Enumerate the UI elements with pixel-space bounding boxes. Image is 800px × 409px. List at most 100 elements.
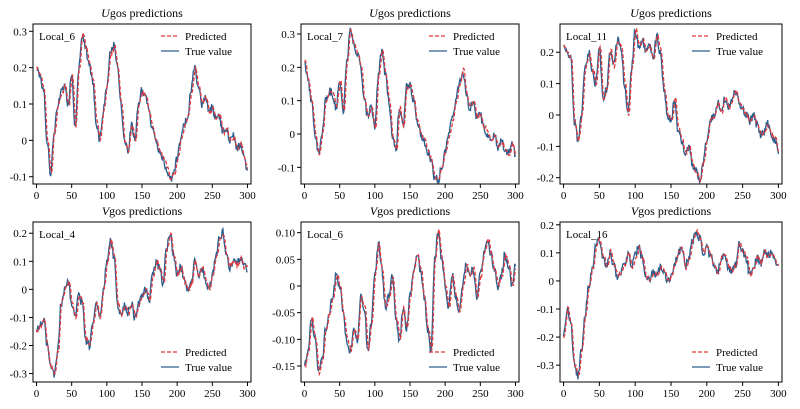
x-tick-label: 150 (402, 388, 419, 400)
x-tick-label: 50 (334, 190, 346, 202)
legend-label-true-value: True value (716, 46, 763, 58)
x-tick-label: 100 (99, 190, 116, 202)
legend-label-true-value: True value (453, 46, 500, 58)
x-tick-label: 100 (627, 388, 644, 400)
x-tick-label: 0 (561, 388, 567, 400)
y-tick-label: -0.05 (272, 308, 295, 320)
x-tick-label: 100 (99, 388, 116, 400)
x-tick-label: 250 (734, 190, 751, 202)
chart-title: Vgos predictions (370, 204, 451, 218)
chart-title: Ugos predictions (369, 6, 451, 20)
y-tick-label: -0.10 (272, 334, 295, 346)
legend-label-predicted: Predicted (453, 31, 495, 43)
legend-label-predicted: Predicted (185, 347, 227, 359)
y-tick-label: 0.1 (13, 99, 27, 111)
y-tick-label: 0.3 (13, 26, 27, 38)
y-tick-label: -0.1 (10, 172, 27, 184)
y-tick-label: -0.1 (537, 141, 554, 153)
x-tick-label: 300 (507, 190, 524, 202)
x-tick-label: 250 (734, 388, 751, 400)
x-tick-label: 0 (561, 190, 567, 202)
x-tick-label: 250 (204, 388, 221, 400)
y-tick-label: -0.2 (10, 341, 27, 353)
y-tick-label: 0 (290, 129, 296, 141)
y-tick-label: -0.3 (10, 369, 28, 381)
chart-title-rest: gos predictions (377, 204, 450, 218)
chart-panel-5: 0 50 100 150 200 250 300 -0.15 -0.10 -0.05 0 0.05 0.… (272, 204, 524, 400)
legend-label-predicted: Predicted (185, 31, 227, 43)
station-label: Local_6 (307, 229, 344, 241)
y-tick-label: 0.2 (540, 220, 554, 232)
x-tick-label: 150 (134, 388, 151, 400)
chart-title-var: U (101, 6, 111, 20)
x-tick-label: 0 (302, 388, 308, 400)
y-tick-label: 0.1 (281, 96, 295, 108)
y-tick-label: 0 (549, 110, 555, 122)
chart-panel-4: 0 50 100 150 200 250 300 -0.3 -0.2 -0.1 0 0.1 0.2 Vgo… (10, 204, 257, 400)
x-tick-label: 200 (437, 388, 454, 400)
y-tick-label: 0.2 (540, 47, 554, 59)
chart-title-rest: gos predictions (378, 6, 451, 20)
y-tick-label: 0.1 (540, 248, 554, 260)
y-tick-label: -0.3 (537, 360, 555, 372)
y-tick-label: 0 (549, 276, 555, 288)
series-predicted (304, 229, 517, 377)
x-tick-label: 50 (66, 388, 78, 400)
y-tick-label: -0.2 (537, 332, 554, 344)
x-tick-label: 50 (594, 388, 606, 400)
series-predicted (35, 232, 249, 375)
station-label: Local_4 (39, 229, 76, 241)
y-tick-label: 0.10 (276, 228, 296, 240)
x-tick-label: 300 (507, 388, 524, 400)
x-tick-label: 200 (169, 388, 186, 400)
legend-label-true-value: True value (185, 362, 232, 374)
legend-label-predicted: Predicted (716, 31, 758, 43)
y-tick-label: -0.1 (278, 162, 295, 174)
series-predicted (562, 229, 780, 376)
x-tick-label: 100 (627, 190, 644, 202)
x-tick-label: 100 (367, 190, 384, 202)
series-true-value (303, 232, 517, 372)
x-tick-label: 100 (367, 388, 384, 400)
chart-title-var: U (369, 6, 379, 20)
chart-title-rest: gos predictions (639, 6, 712, 20)
chart-title-rest: gos predictions (638, 204, 711, 218)
y-tick-label: 0.1 (13, 256, 27, 268)
chart-title: Vgos predictions (102, 204, 183, 218)
chart-panel-3: 0 50 100 150 200 250 300 -0.2 -0.1 0 0.1 0.2 Ugos pr… (537, 6, 788, 202)
x-tick-label: 50 (66, 190, 78, 202)
y-tick-label: 0.2 (13, 63, 27, 75)
station-label: Local_16 (566, 229, 608, 241)
chart-title-var: V (370, 204, 379, 218)
chart-title-var: V (102, 204, 111, 218)
legend-label-predicted: Predicted (453, 347, 495, 359)
y-tick-label: 0 (22, 135, 28, 147)
y-tick-label: -0.15 (272, 361, 295, 373)
y-tick-label: -0.1 (10, 312, 27, 324)
x-tick-label: 150 (402, 190, 419, 202)
station-label: Local_6 (39, 31, 76, 43)
x-tick-label: 250 (472, 190, 489, 202)
series-predicted (304, 27, 517, 181)
legend-label-true-value: True value (185, 46, 232, 58)
x-tick-label: 150 (663, 190, 680, 202)
x-tick-label: 200 (169, 190, 186, 202)
series-predicted (563, 27, 780, 183)
x-tick-label: 250 (472, 388, 489, 400)
y-tick-label: 0 (22, 284, 28, 296)
chart-panel-6: 0 50 100 150 200 250 300 -0.3 -0.2 -0.1 0 0.1 0.2 Vgo… (537, 204, 788, 400)
chart-title-rest: gos predictions (110, 6, 183, 20)
x-tick-label: 200 (699, 388, 716, 400)
x-tick-label: 200 (699, 190, 716, 202)
legend-label-true-value: True value (453, 362, 500, 374)
station-label: Local_11 (566, 31, 607, 43)
x-tick-label: 50 (334, 388, 346, 400)
x-tick-label: 300 (770, 388, 787, 400)
chart-title: Vgos predictions (631, 204, 712, 218)
chart-panel-2: 0 50 100 150 200 250 300 -0.1 0 0.1 0.2 0.3 Ugos pre… (278, 6, 525, 202)
legend-label-true-value: True value (716, 362, 763, 374)
chart-title-rest: gos predictions (109, 204, 182, 218)
x-tick-label: 250 (204, 190, 221, 202)
x-tick-label: 300 (239, 190, 256, 202)
